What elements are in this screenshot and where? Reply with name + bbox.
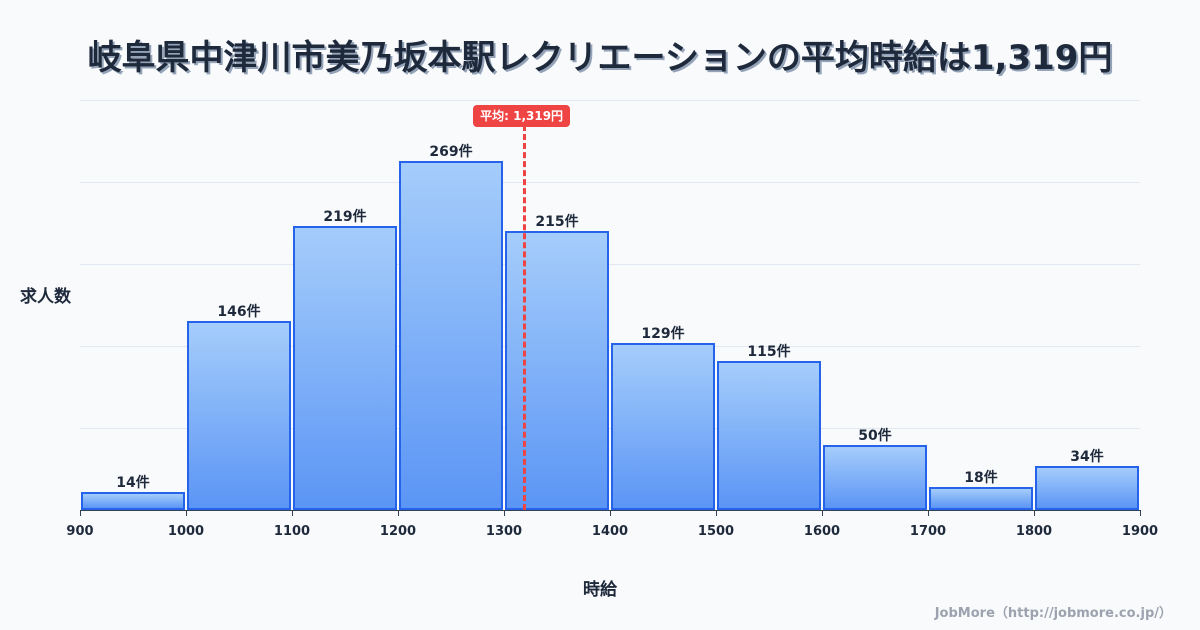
bar-value-label: 115件 bbox=[747, 344, 791, 360]
histogram-bar bbox=[399, 161, 503, 510]
plot-area: 14件 146件 219件 269件 215件 129件 115件 50件 18件 34件 bbox=[80, 100, 1140, 511]
bar-value-label: 34件 bbox=[1070, 449, 1104, 465]
x-tick-label: 900 bbox=[66, 524, 94, 539]
y-axis-label: 求人数 bbox=[20, 287, 71, 307]
average-badge: 平均: 1,319円 bbox=[473, 105, 571, 127]
x-tick-label: 1500 bbox=[697, 524, 735, 539]
x-tick bbox=[504, 510, 505, 516]
x-tick bbox=[1034, 510, 1035, 516]
x-tick-label: 1100 bbox=[273, 524, 311, 539]
bar-value-label: 146件 bbox=[217, 304, 261, 320]
average-line bbox=[523, 125, 527, 510]
bar-value-label: 219件 bbox=[323, 209, 367, 225]
x-tick-label: 1600 bbox=[803, 524, 841, 539]
x-tick-label: 1000 bbox=[167, 524, 205, 539]
bar-value-label: 18件 bbox=[964, 470, 998, 486]
chart-title: 岐阜県中津川市美乃坂本駅レクリエーションの平均時給は1,319円 bbox=[87, 38, 1113, 78]
x-tick bbox=[1140, 510, 1141, 516]
histogram-bar bbox=[823, 445, 927, 510]
bar-value-label: 269件 bbox=[429, 144, 473, 160]
x-tick-label: 1200 bbox=[379, 524, 417, 539]
x-tick bbox=[928, 510, 929, 516]
bar-value-label: 14件 bbox=[116, 475, 150, 491]
gridline bbox=[80, 346, 1140, 347]
gridline bbox=[80, 264, 1140, 265]
x-tick-label: 1900 bbox=[1121, 524, 1159, 539]
gridline bbox=[80, 182, 1140, 183]
gridline bbox=[80, 428, 1140, 429]
histogram-bar bbox=[717, 361, 821, 510]
histogram-bar bbox=[187, 321, 291, 510]
bar-value-label: 129件 bbox=[641, 326, 685, 342]
histogram-bar bbox=[929, 487, 1033, 510]
x-tick bbox=[292, 510, 293, 516]
bar-value-label: 50件 bbox=[858, 428, 892, 444]
credit-text: JobMore（http://jobmore.co.jp/） bbox=[934, 606, 1172, 621]
x-tick-label: 1800 bbox=[1015, 524, 1053, 539]
histogram-bar bbox=[505, 231, 609, 510]
x-tick bbox=[398, 510, 399, 516]
histogram-bar bbox=[1035, 466, 1139, 510]
x-tick-label: 1700 bbox=[909, 524, 947, 539]
x-tick bbox=[822, 510, 823, 516]
x-tick bbox=[610, 510, 611, 516]
histogram-bar bbox=[293, 226, 397, 510]
x-tick bbox=[80, 510, 81, 516]
x-tick-label: 1400 bbox=[591, 524, 629, 539]
x-tick-label: 1300 bbox=[485, 524, 523, 539]
x-tick bbox=[186, 510, 187, 516]
x-tick bbox=[716, 510, 717, 516]
gridline bbox=[80, 100, 1140, 101]
x-axis-label: 時給 bbox=[583, 580, 617, 600]
histogram-bar bbox=[81, 492, 185, 510]
bar-value-label: 215件 bbox=[535, 214, 579, 230]
histogram-bar bbox=[611, 343, 715, 510]
